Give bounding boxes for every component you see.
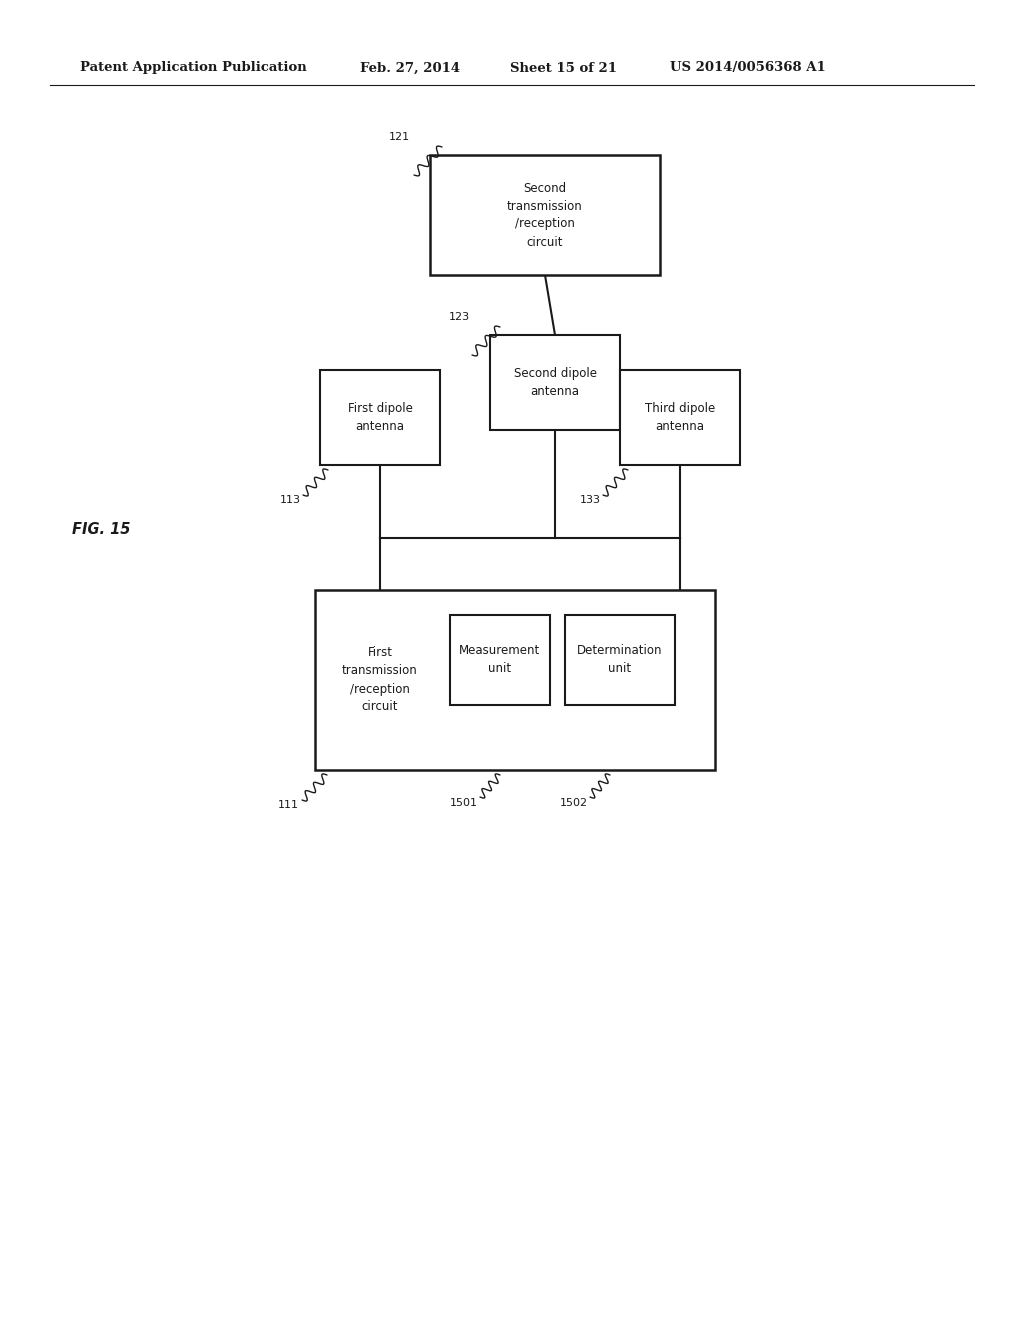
Text: Second dipole
antenna: Second dipole antenna [513, 367, 597, 399]
Text: 1501: 1501 [450, 799, 478, 808]
Bar [430, 154, 660, 275]
Text: First
transmission
/reception
circuit: First transmission /reception circuit [342, 647, 418, 714]
Text: 1502: 1502 [560, 799, 588, 808]
Text: 123: 123 [449, 312, 470, 322]
Text: Measurement
unit: Measurement unit [460, 644, 541, 676]
Text: Sheet 15 of 21: Sheet 15 of 21 [510, 62, 617, 74]
Bar [450, 615, 550, 705]
Bar [490, 335, 620, 430]
Bar [319, 370, 440, 465]
Text: US 2014/0056368 A1: US 2014/0056368 A1 [670, 62, 825, 74]
Bar [315, 590, 715, 770]
Text: First dipole
antenna: First dipole antenna [347, 403, 413, 433]
Text: Determination
unit: Determination unit [578, 644, 663, 676]
Text: 111: 111 [278, 800, 299, 810]
Text: Patent Application Publication: Patent Application Publication [80, 62, 307, 74]
Text: 121: 121 [389, 132, 410, 143]
Text: Feb. 27, 2014: Feb. 27, 2014 [360, 62, 460, 74]
Text: FIG. 15: FIG. 15 [72, 523, 130, 537]
Text: Second
transmission
/reception
circuit: Second transmission /reception circuit [507, 181, 583, 248]
Text: 133: 133 [580, 495, 601, 506]
Bar [620, 370, 740, 465]
Text: 113: 113 [280, 495, 301, 506]
Text: Third dipole
antenna: Third dipole antenna [645, 403, 715, 433]
Bar [565, 615, 675, 705]
